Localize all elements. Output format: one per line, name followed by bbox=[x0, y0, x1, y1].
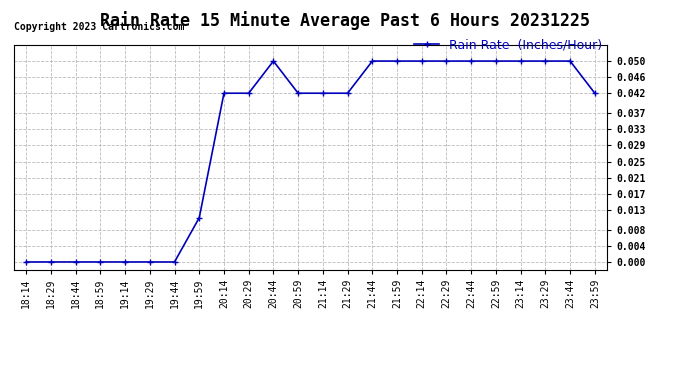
Rain Rate  (Inches/Hour) bbox=[393, 59, 401, 63]
Text: Rain Rate 15 Minute Average Past 6 Hours 20231225: Rain Rate 15 Minute Average Past 6 Hours… bbox=[100, 11, 590, 30]
Rain Rate  (Inches/Hour) bbox=[591, 91, 599, 96]
Rain Rate  (Inches/Hour) bbox=[96, 260, 104, 264]
Rain Rate  (Inches/Hour) bbox=[541, 59, 549, 63]
Rain Rate  (Inches/Hour) bbox=[517, 59, 525, 63]
Legend: Rain Rate  (Inches/Hour): Rain Rate (Inches/Hour) bbox=[409, 34, 607, 57]
Rain Rate  (Inches/Hour) bbox=[269, 59, 277, 63]
Rain Rate  (Inches/Hour) bbox=[344, 91, 352, 96]
Rain Rate  (Inches/Hour) bbox=[146, 260, 154, 264]
Rain Rate  (Inches/Hour) bbox=[368, 59, 377, 63]
Rain Rate  (Inches/Hour) bbox=[72, 260, 80, 264]
Rain Rate  (Inches/Hour) bbox=[244, 91, 253, 96]
Rain Rate  (Inches/Hour) bbox=[170, 260, 179, 264]
Rain Rate  (Inches/Hour) bbox=[417, 59, 426, 63]
Rain Rate  (Inches/Hour) bbox=[319, 91, 327, 96]
Rain Rate  (Inches/Hour) bbox=[566, 59, 574, 63]
Rain Rate  (Inches/Hour) bbox=[492, 59, 500, 63]
Rain Rate  (Inches/Hour) bbox=[195, 216, 204, 220]
Line: Rain Rate  (Inches/Hour): Rain Rate (Inches/Hour) bbox=[23, 58, 598, 266]
Rain Rate  (Inches/Hour) bbox=[467, 59, 475, 63]
Text: Copyright 2023 Cartronics.com: Copyright 2023 Cartronics.com bbox=[14, 21, 184, 32]
Rain Rate  (Inches/Hour) bbox=[121, 260, 129, 264]
Rain Rate  (Inches/Hour) bbox=[220, 91, 228, 96]
Rain Rate  (Inches/Hour) bbox=[22, 260, 30, 264]
Rain Rate  (Inches/Hour) bbox=[442, 59, 451, 63]
Rain Rate  (Inches/Hour) bbox=[47, 260, 55, 264]
Rain Rate  (Inches/Hour) bbox=[294, 91, 302, 96]
